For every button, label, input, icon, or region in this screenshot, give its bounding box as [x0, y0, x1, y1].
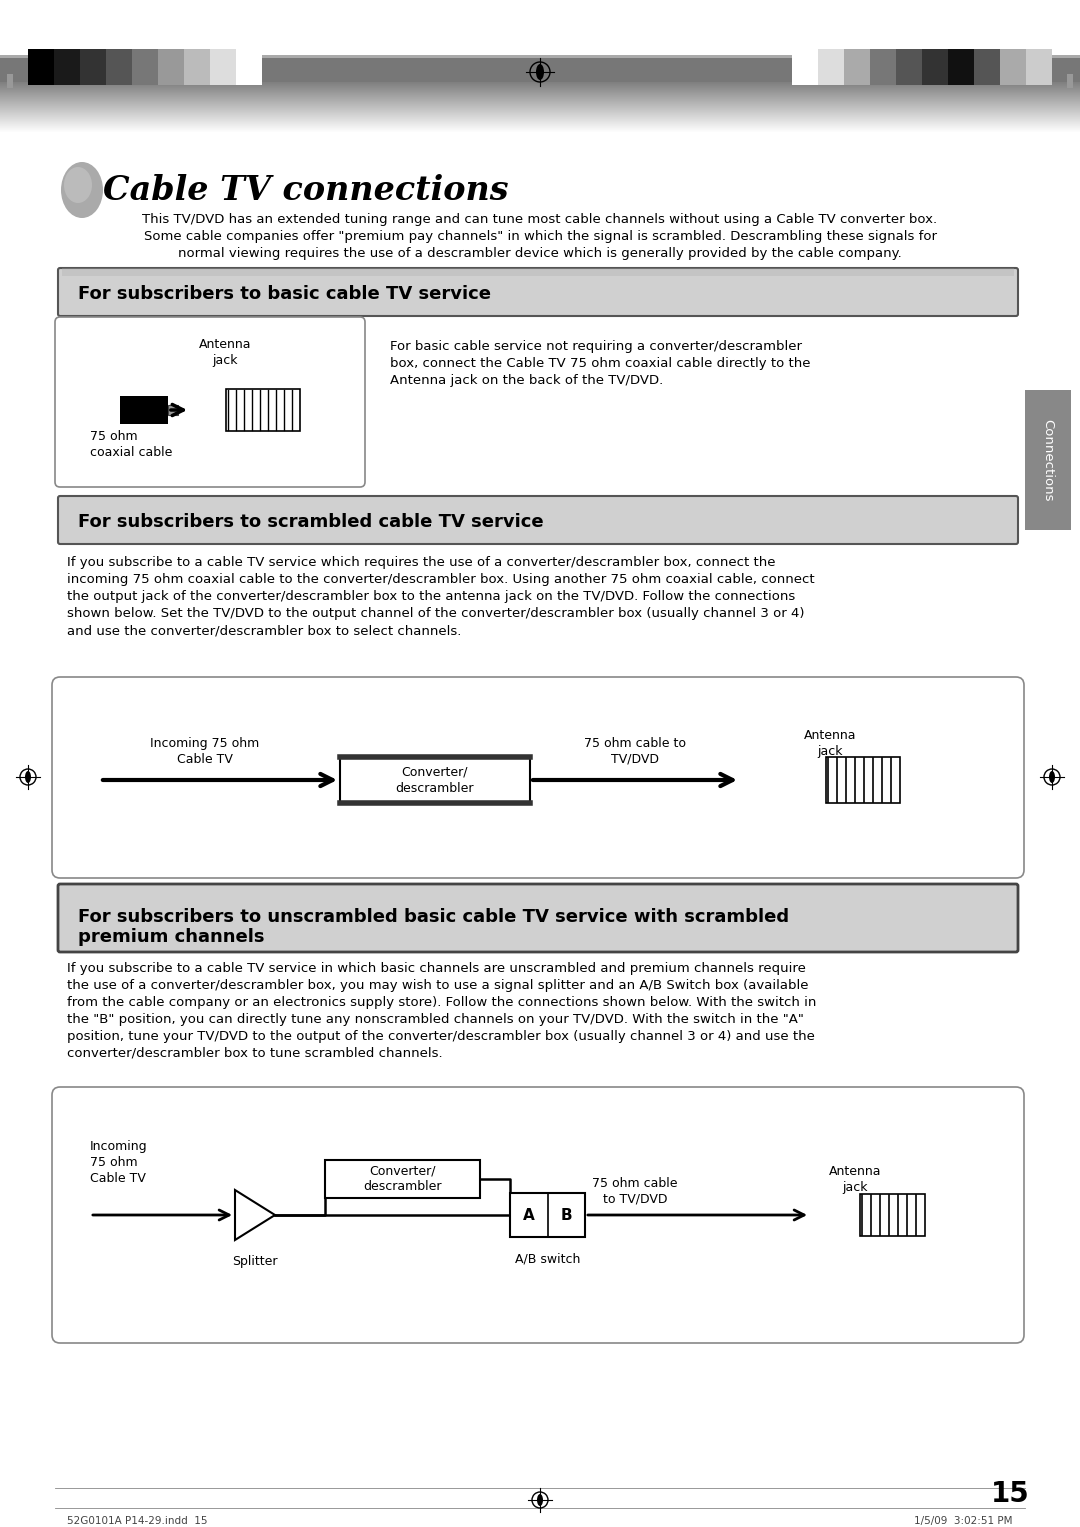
- Bar: [826, 757, 900, 803]
- Text: Incoming 75 ohm
Cable TV: Incoming 75 ohm Cable TV: [150, 738, 259, 767]
- Text: For basic cable service not requiring a converter/descrambler: For basic cable service not requiring a …: [390, 341, 802, 353]
- Text: For subscribers to basic cable TV service: For subscribers to basic cable TV servic…: [78, 286, 491, 302]
- Text: This TV/DVD has an extended tuning range and can tune most cable channels withou: This TV/DVD has an extended tuning range…: [143, 212, 937, 226]
- Text: 15: 15: [991, 1480, 1030, 1509]
- Bar: [226, 389, 300, 431]
- Bar: [325, 1161, 480, 1199]
- Text: If you subscribe to a cable TV service in which basic channels are unscrambled a: If you subscribe to a cable TV service i…: [67, 962, 806, 976]
- Bar: [1000, 49, 1026, 86]
- Text: Antenna
jack: Antenna jack: [199, 337, 252, 366]
- Bar: [843, 49, 870, 86]
- Bar: [0, 58, 1080, 82]
- Text: For subscribers to scrambled cable TV service: For subscribers to scrambled cable TV se…: [78, 513, 543, 531]
- Text: 1/5/09  3:02:51 PM: 1/5/09 3:02:51 PM: [915, 1516, 1013, 1525]
- Text: Splitter: Splitter: [232, 1255, 278, 1267]
- Bar: [62, 269, 1014, 276]
- FancyBboxPatch shape: [58, 269, 1018, 316]
- Bar: [237, 49, 262, 86]
- Ellipse shape: [60, 162, 103, 218]
- Ellipse shape: [537, 1493, 543, 1506]
- Polygon shape: [235, 1190, 275, 1240]
- Bar: [1026, 49, 1052, 86]
- Bar: [168, 405, 178, 415]
- Text: Some cable companies offer "premium pay channels" in which the signal is scrambl: Some cable companies offer "premium pay …: [144, 231, 936, 243]
- Text: Converter/
descrambler: Converter/ descrambler: [363, 1165, 442, 1194]
- Text: box, connect the Cable TV 75 ohm coaxial cable directly to the: box, connect the Cable TV 75 ohm coaxial…: [390, 357, 810, 370]
- Bar: [0, 55, 1080, 58]
- Text: 75 ohm cable to
TV/DVD: 75 ohm cable to TV/DVD: [584, 738, 686, 767]
- Text: incoming 75 ohm coaxial cable to the converter/descrambler box. Using another 75: incoming 75 ohm coaxial cable to the con…: [67, 573, 814, 586]
- Text: Antenna jack on the back of the TV/DVD.: Antenna jack on the back of the TV/DVD.: [390, 374, 663, 386]
- Bar: [1067, 73, 1074, 89]
- Ellipse shape: [536, 64, 544, 79]
- Text: Cable TV connections: Cable TV connections: [103, 174, 509, 208]
- Bar: [120, 395, 168, 425]
- Text: and use the converter/descrambler box to select channels.: and use the converter/descrambler box to…: [67, 625, 461, 637]
- Bar: [1025, 389, 1071, 530]
- Text: Antenna
jack: Antenna jack: [828, 1165, 881, 1194]
- Bar: [6, 73, 13, 89]
- Bar: [54, 49, 80, 86]
- Text: B: B: [561, 1208, 572, 1223]
- Ellipse shape: [25, 771, 31, 783]
- Bar: [80, 49, 106, 86]
- Ellipse shape: [1049, 771, 1055, 783]
- Bar: [510, 1193, 585, 1237]
- Text: the output jack of the converter/descrambler box to the antenna jack on the TV/D: the output jack of the converter/descram…: [67, 589, 795, 603]
- Bar: [106, 49, 132, 86]
- Text: the "B" position, you can directly tune any nonscrambled channels on your TV/DVD: the "B" position, you can directly tune …: [67, 1012, 804, 1026]
- Bar: [974, 49, 1000, 86]
- Text: 75 ohm cable
to TV/DVD: 75 ohm cable to TV/DVD: [592, 1177, 678, 1206]
- Text: position, tune your TV/DVD to the output of the converter/descrambler box (usual: position, tune your TV/DVD to the output…: [67, 1031, 815, 1043]
- Bar: [860, 1194, 924, 1235]
- Text: shown below. Set the TV/DVD to the output channel of the converter/descrambler b: shown below. Set the TV/DVD to the outpu…: [67, 608, 805, 620]
- Text: Connections: Connections: [1041, 418, 1054, 501]
- Bar: [792, 49, 818, 86]
- Bar: [132, 49, 158, 86]
- Text: Incoming
75 ohm
Cable TV: Incoming 75 ohm Cable TV: [90, 1141, 148, 1185]
- FancyBboxPatch shape: [52, 676, 1024, 878]
- FancyBboxPatch shape: [58, 884, 1018, 951]
- Ellipse shape: [64, 166, 92, 203]
- Bar: [948, 49, 974, 86]
- FancyBboxPatch shape: [58, 496, 1018, 544]
- Text: from the cable company or an electronics supply store). Follow the connections s: from the cable company or an electronics…: [67, 996, 816, 1009]
- Text: If you subscribe to a cable TV service which requires the use of a converter/des: If you subscribe to a cable TV service w…: [67, 556, 775, 570]
- Bar: [818, 49, 843, 86]
- Text: converter/descrambler box to tune scrambled channels.: converter/descrambler box to tune scramb…: [67, 1048, 443, 1060]
- Text: premium channels: premium channels: [78, 928, 265, 947]
- Text: A: A: [523, 1208, 535, 1223]
- Text: Antenna
jack: Antenna jack: [804, 728, 856, 757]
- Bar: [210, 49, 237, 86]
- Text: 52G0101A P14-29.indd  15: 52G0101A P14-29.indd 15: [67, 1516, 207, 1525]
- Bar: [158, 49, 184, 86]
- Bar: [28, 49, 54, 86]
- Bar: [184, 49, 210, 86]
- Bar: [922, 49, 948, 86]
- Text: the use of a converter/descrambler box, you may wish to use a signal splitter an: the use of a converter/descrambler box, …: [67, 979, 809, 993]
- FancyBboxPatch shape: [55, 318, 365, 487]
- Text: Converter/
descrambler: Converter/ descrambler: [395, 765, 474, 794]
- FancyBboxPatch shape: [52, 1087, 1024, 1344]
- Bar: [896, 49, 922, 86]
- Text: 75 ohm
coaxial cable: 75 ohm coaxial cable: [90, 431, 173, 460]
- Text: A/B switch: A/B switch: [515, 1254, 580, 1266]
- Bar: [870, 49, 896, 86]
- Text: For subscribers to unscrambled basic cable TV service with scrambled: For subscribers to unscrambled basic cab…: [78, 909, 789, 925]
- Text: normal viewing requires the use of a descrambler device which is generally provi: normal viewing requires the use of a des…: [178, 247, 902, 260]
- Bar: [340, 757, 530, 803]
